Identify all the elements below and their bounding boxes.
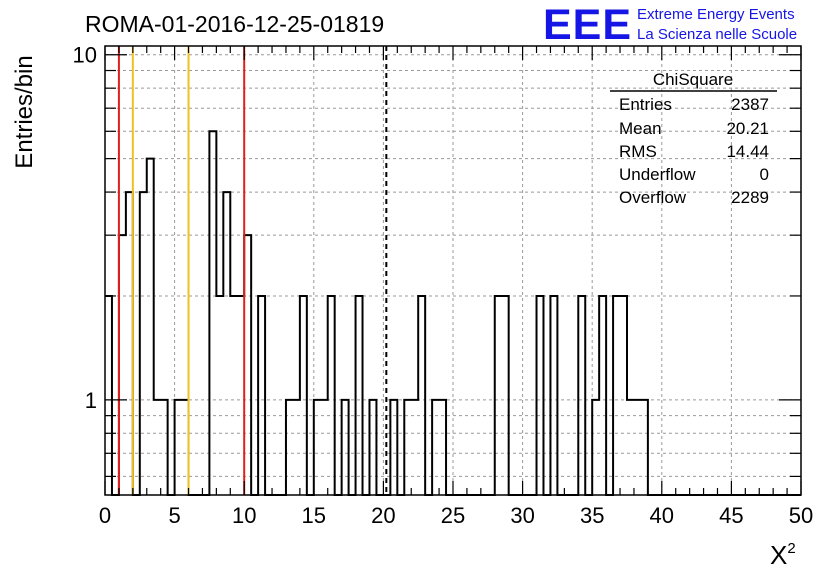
- x-tick-label: 50: [789, 503, 813, 528]
- stats-title: ChiSquare: [653, 70, 733, 89]
- stats-label-overflow: Overflow: [619, 188, 687, 207]
- x-tick-label: 30: [510, 503, 534, 528]
- stats-label-mean: Mean: [619, 119, 662, 138]
- stats-value-entries: 2387: [731, 95, 769, 114]
- logo-mark: EEE: [543, 1, 632, 49]
- stats-value-rms: 14.44: [726, 142, 769, 161]
- x-tick-label: 10: [232, 503, 256, 528]
- logo-line-2: La Scienza nelle Scuole: [637, 26, 797, 43]
- reference-lines: [117, 46, 388, 495]
- x-tick-label: 35: [580, 503, 604, 528]
- x-tick-label: 20: [371, 503, 395, 528]
- stats-value-mean: 20.21: [726, 119, 769, 138]
- y-axis-label: Entries/bin: [11, 55, 38, 168]
- eee-logo: EEE Extreme Energy Events La Scienza nel…: [543, 1, 797, 49]
- stats-label-underflow: Underflow: [619, 165, 696, 184]
- y-tick-label: 1: [85, 388, 97, 413]
- x-axis-label: X2: [770, 540, 796, 570]
- y-tick-label: 10: [73, 43, 97, 68]
- stats-label-rms: RMS: [619, 142, 657, 161]
- stats-box: ChiSquare Entries 2387 Mean 20.21 RMS 14…: [610, 70, 777, 207]
- axes: 0 5 10 15 20 25 30 35 40 45 50 1 10: [73, 43, 814, 528]
- x-tick-label: 45: [719, 503, 743, 528]
- logo-line-1: Extreme Energy Events: [637, 6, 795, 23]
- stats-label-entries: Entries: [619, 95, 672, 114]
- stats-value-overflow: 2289: [731, 188, 769, 207]
- x-tick-label: 0: [99, 503, 111, 528]
- x-tick-label: 40: [650, 503, 674, 528]
- x-tick-label: 25: [441, 503, 465, 528]
- histogram-bars: [105, 130, 801, 496]
- histogram-outline: [105, 130, 801, 496]
- stats-value-underflow: 0: [760, 165, 769, 184]
- x-tick-label: 5: [168, 503, 180, 528]
- chart-title: ROMA-01-2016-12-25-01819: [85, 11, 384, 37]
- x-tick-label: 15: [302, 503, 326, 528]
